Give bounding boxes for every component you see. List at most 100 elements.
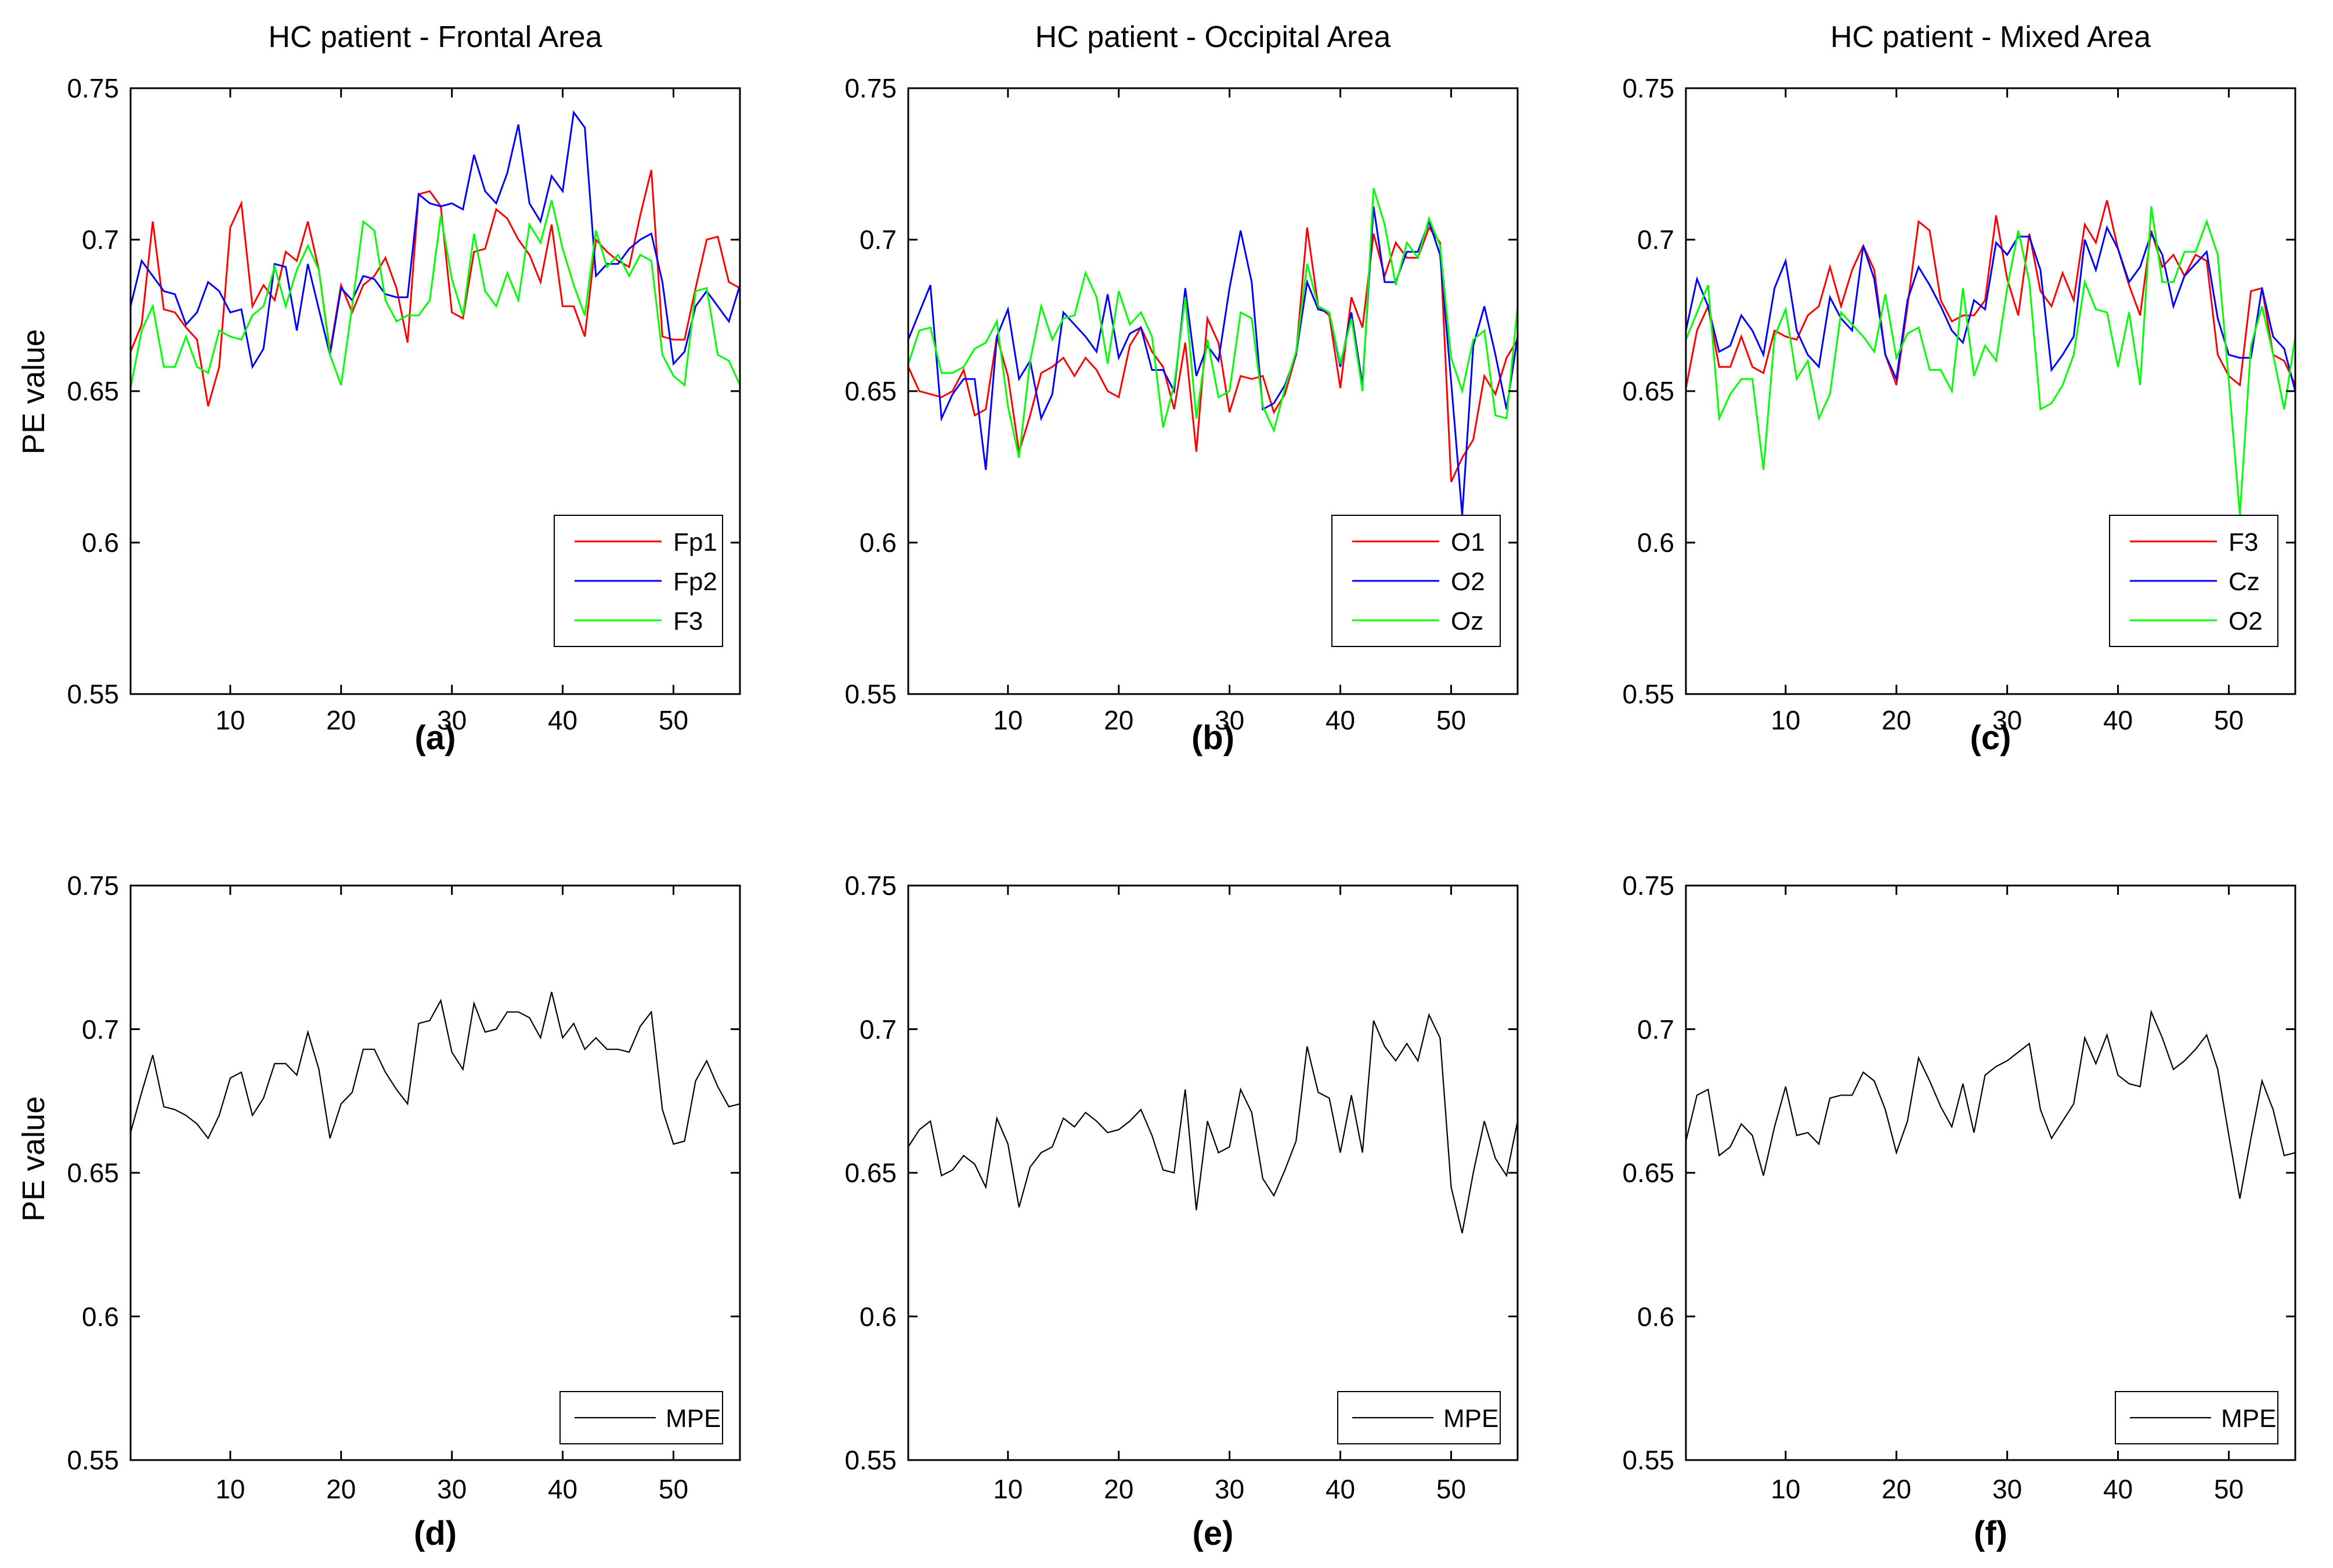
y-tick-label: 0.75 [67,73,119,103]
series-line-F3 [1685,200,2296,389]
x-tick-label: 20 [326,1474,356,1504]
series-line-O2 [1685,206,2296,516]
x-tick-label: 30 [437,705,467,735]
x-tick-label: 40 [1325,1474,1356,1504]
series-line-MPE [1685,1009,2296,1199]
legend-label-MPE: MPE [1443,1404,1498,1433]
y-tick-label: 0.65 [844,1158,897,1188]
x-tick-label: 50 [2213,705,2244,735]
y-tick-label: 0.55 [67,679,119,709]
legend: O1 O2 Oz [1331,515,1501,647]
axes-border [1685,87,2296,695]
y-tick-label: 0.75 [844,870,897,901]
y-tick-label: 0.6 [1637,528,1674,558]
legend: MPE [559,1391,723,1444]
series-line-Fp2 [129,110,741,370]
y-tick-label: 0.65 [67,376,119,406]
y-tick-label: 0.7 [1637,225,1674,255]
panel-e-letter: (e) [1192,1515,1234,1552]
y-tick-label: 0.65 [67,1158,119,1188]
x-tick-label: 50 [1436,1474,1467,1504]
x-tick-label: 10 [1771,705,1801,735]
legend-label-O2: O2 [2229,607,2263,635]
panel-a-title: HC patient - Frontal Area [268,20,602,54]
x-tick-label: 10 [215,1474,245,1504]
series-line-Cz [1685,225,2296,392]
plot-svg: F3 Cz O2 [1685,87,2296,695]
legend: F3 Cz O2 [2109,515,2278,647]
panel-a: HC patient - Frontal Area PE value Fp1 Fp… [0,0,778,784]
legend: Fp1 Fp2 F3 [554,515,723,647]
axes-border [129,87,741,695]
y-tick-label: 0.55 [844,679,897,709]
panel-b-letter: (b) [1191,719,1235,757]
panel-f: MPE (f) 0.55 0.6 0.65 0.7 0.75 10 20 30 40 50 [1555,784,2333,1568]
x-tick-label: 40 [547,705,578,735]
y-tick-label: 0.55 [844,1445,897,1475]
x-tick-label: 10 [1771,1474,1801,1504]
panel-c-title: HC patient - Mixed Area [1830,20,2151,54]
plot-svg: O1 O2 Oz [907,87,1519,695]
legend-label-MPE: MPE [2221,1404,2276,1433]
x-tick-label: 30 [1215,1474,1245,1504]
legend: MPE [1337,1391,1501,1444]
y-tick-label: 0.7 [1637,1014,1674,1045]
y-tick-label: 0.6 [82,528,119,558]
x-tick-label: 40 [547,1474,578,1504]
y-tick-label: 0.6 [859,1301,897,1332]
panel-a-letter: (a) [414,719,456,757]
legend-label-F3: F3 [2229,528,2258,557]
legend-label-Cz: Cz [2229,568,2260,596]
x-tick-label: 40 [2103,1474,2133,1504]
x-tick-label: 40 [2103,705,2133,735]
x-tick-label: 40 [1325,705,1356,735]
legend: MPE [2115,1391,2278,1444]
y-tick-label: 0.65 [844,376,897,406]
y-tick-label: 0.55 [1622,1445,1674,1475]
x-tick-label: 50 [2213,1474,2244,1504]
y-tick-label: 0.65 [1622,376,1674,406]
axes-border [907,87,1519,695]
x-tick-label: 50 [1436,705,1467,735]
x-tick-label: 20 [1104,1474,1134,1504]
y-tick-label: 0.55 [67,1445,119,1475]
plot-svg: Fp1 Fp2 F3 [129,87,741,695]
x-tick-label: 20 [1881,1474,1912,1504]
x-tick-label: 50 [658,705,689,735]
y-tick-label: 0.75 [1622,73,1674,103]
y-tick-label: 0.55 [1622,679,1674,709]
panel-d-letter: (d) [413,1515,457,1552]
panel-b-title: HC patient - Occipital Area [1035,20,1391,54]
series-line-O1 [907,225,1519,483]
x-tick-label: 30 [1215,705,1245,735]
axes-border [129,884,741,1461]
y-tick-label: 0.7 [82,225,119,255]
x-tick-label: 30 [437,1474,467,1504]
x-tick-label: 20 [326,705,356,735]
x-tick-label: 30 [1992,1474,2023,1504]
series-line-Fp1 [129,169,741,407]
series-line-O2 [907,206,1519,516]
legend-label-O2: O2 [1451,568,1485,596]
x-tick-label: 10 [993,705,1023,735]
y-tick-label: 0.6 [1637,1301,1674,1332]
axes-border [907,884,1519,1461]
axes-border [1685,884,2296,1461]
plot-svg: MPE [129,884,741,1461]
y-tick-label: 0.7 [859,1014,897,1045]
x-tick-label: 20 [1104,705,1134,735]
series-line-MPE [129,991,741,1145]
series-line-Oz [907,187,1519,458]
series-line-F3 [129,200,741,389]
panel-c: HC patient - Mixed Area F3 Cz O2 (c) 0.55 0… [1555,0,2333,784]
panel-d: PE value MPE (d) 0.55 0.6 0.65 0.7 0.75 10 20 3… [0,784,778,1568]
legend-label-Oz: Oz [1451,607,1483,635]
legend-label-F3: F3 [673,607,703,635]
y-tick-label: 0.65 [1622,1158,1674,1188]
x-tick-label: 50 [658,1474,689,1504]
x-tick-label: 10 [993,1474,1023,1504]
y-tick-label: 0.7 [82,1014,119,1045]
series-line-MPE [908,1013,1519,1234]
legend-label-MPE: MPE [666,1404,721,1433]
